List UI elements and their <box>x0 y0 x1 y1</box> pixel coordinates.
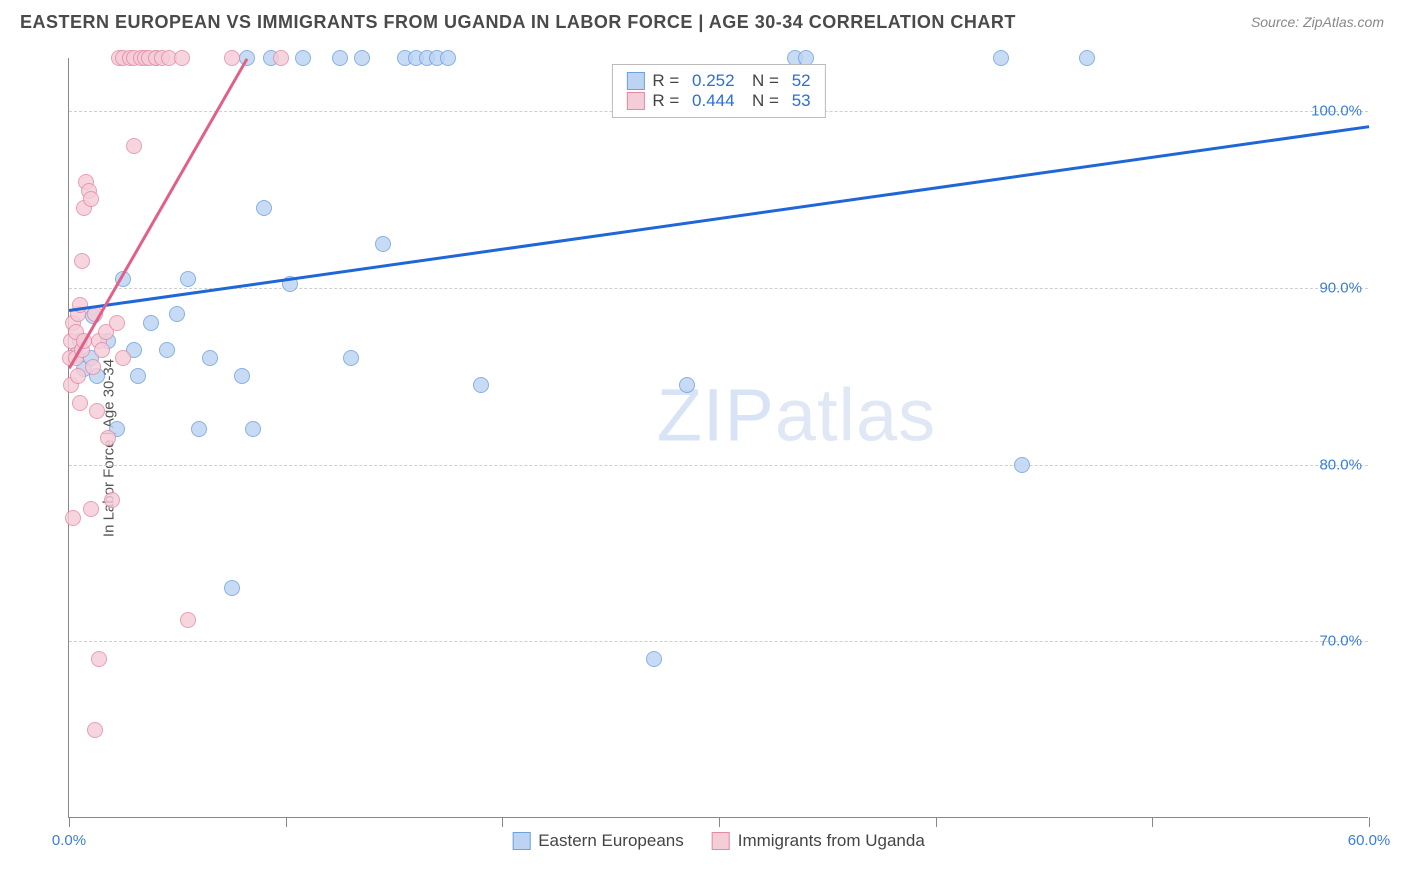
scatter-point <box>646 651 662 667</box>
watermark-thin: atlas <box>775 373 936 456</box>
scatter-point <box>143 315 159 331</box>
chart-header: EASTERN EUROPEAN VS IMMIGRANTS FROM UGAN… <box>0 0 1406 48</box>
scatter-point <box>375 236 391 252</box>
legend-label: Eastern Europeans <box>538 831 684 851</box>
scatter-point <box>91 651 107 667</box>
scatter-point <box>83 501 99 517</box>
scatter-point <box>354 50 370 66</box>
legend-n-label: N = <box>743 91 784 111</box>
scatter-point <box>191 421 207 437</box>
chart-area: ZIPatlas R = 0.252 N = 52R = 0.444 N = 5… <box>68 58 1368 818</box>
source-label: Source: <box>1251 14 1303 30</box>
legend-swatch <box>626 92 644 110</box>
scatter-point <box>202 350 218 366</box>
scatter-point <box>130 368 146 384</box>
scatter-point <box>159 342 175 358</box>
x-tick <box>69 817 70 827</box>
chart-title: EASTERN EUROPEAN VS IMMIGRANTS FROM UGAN… <box>20 12 1016 32</box>
y-tick-label: 100.0% <box>1311 103 1362 120</box>
scatter-point <box>224 50 240 66</box>
trend-line <box>69 125 1369 311</box>
legend-n-value: 53 <box>792 91 811 111</box>
scatter-point <box>104 492 120 508</box>
source-name: ZipAtlas.com <box>1303 14 1384 30</box>
legend-n-value: 52 <box>792 71 811 91</box>
scatter-point <box>180 271 196 287</box>
legend-swatch <box>712 832 730 850</box>
scatter-point <box>74 253 90 269</box>
gridline-h <box>69 288 1368 289</box>
scatter-point <box>245 421 261 437</box>
watermark: ZIPatlas <box>657 372 936 457</box>
scatter-point <box>234 368 250 384</box>
legend-r-label: R = <box>652 71 684 91</box>
legend-row: R = 0.444 N = 53 <box>626 91 810 111</box>
legend-n-label: N = <box>743 71 784 91</box>
gridline-h <box>69 641 1368 642</box>
scatter-point <box>273 50 289 66</box>
plot-container: In Labor Force | Age 30-34 ZIPatlas R = … <box>40 48 1380 848</box>
x-tick <box>936 817 937 827</box>
watermark-bold: ZIP <box>657 373 775 456</box>
scatter-point <box>70 368 86 384</box>
gridline-h <box>69 465 1368 466</box>
x-tick <box>1152 817 1153 827</box>
y-tick-label: 70.0% <box>1319 633 1362 650</box>
scatter-point <box>89 403 105 419</box>
scatter-point <box>109 315 125 331</box>
legend-swatch <box>512 832 530 850</box>
legend-item: Immigrants from Uganda <box>712 831 925 851</box>
scatter-point <box>115 350 131 366</box>
scatter-point <box>65 510 81 526</box>
x-tick-label: 0.0% <box>52 832 86 849</box>
legend-label: Immigrants from Uganda <box>738 831 925 851</box>
x-tick <box>286 817 287 827</box>
scatter-point <box>224 580 240 596</box>
x-tick <box>1369 817 1370 827</box>
scatter-point <box>72 395 88 411</box>
scatter-point <box>83 191 99 207</box>
scatter-point <box>343 350 359 366</box>
scatter-point <box>1014 457 1030 473</box>
scatter-point <box>72 297 88 313</box>
legend-row: R = 0.252 N = 52 <box>626 71 810 91</box>
scatter-point <box>85 359 101 375</box>
legend-swatch <box>626 72 644 90</box>
source-attribution: Source: ZipAtlas.com <box>1251 14 1384 30</box>
scatter-point <box>87 722 103 738</box>
scatter-point <box>256 200 272 216</box>
scatter-point <box>180 612 196 628</box>
scatter-point <box>94 342 110 358</box>
x-tick <box>502 817 503 827</box>
scatter-point <box>174 50 190 66</box>
y-tick-label: 90.0% <box>1319 279 1362 296</box>
scatter-point <box>126 138 142 154</box>
series-legend: Eastern Europeans Immigrants from Uganda <box>512 831 925 851</box>
scatter-point <box>169 306 185 322</box>
correlation-legend: R = 0.252 N = 52R = 0.444 N = 53 <box>611 64 825 118</box>
x-tick-label: 60.0% <box>1348 832 1391 849</box>
scatter-point <box>100 430 116 446</box>
legend-item: Eastern Europeans <box>512 831 684 851</box>
legend-r-value: 0.252 <box>692 71 735 91</box>
x-tick <box>719 817 720 827</box>
scatter-point <box>473 377 489 393</box>
legend-r-label: R = <box>652 91 684 111</box>
scatter-point <box>295 50 311 66</box>
scatter-point <box>1079 50 1095 66</box>
y-tick-label: 80.0% <box>1319 456 1362 473</box>
scatter-point <box>440 50 456 66</box>
scatter-point <box>332 50 348 66</box>
legend-r-value: 0.444 <box>692 91 735 111</box>
scatter-point <box>679 377 695 393</box>
scatter-point <box>993 50 1009 66</box>
